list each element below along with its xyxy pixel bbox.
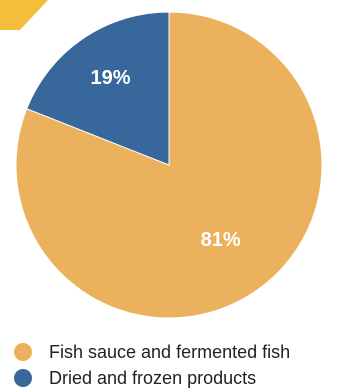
pie-chart: 81% 19% (15, 11, 323, 319)
legend-swatch-fish-sauce (14, 343, 32, 361)
pie-label-dried-frozen: 19% (91, 67, 131, 89)
pie-slices (15, 11, 323, 319)
legend-item-dried-frozen: Dried and frozen products (14, 365, 334, 391)
legend-label-dried-frozen: Dried and frozen products (49, 367, 257, 388)
pie-label-fish-sauce: 81% (201, 229, 241, 251)
legend-label-fish-sauce: Fish sauce and fermented fish (49, 341, 291, 362)
corner-accent-shape (0, 0, 48, 30)
legend-item-fish-sauce: Fish sauce and fermented fish (14, 339, 334, 365)
chart-legend: Fish sauce and fermented fish Dried and … (14, 339, 334, 391)
pie-slice-dried-frozen (26, 11, 170, 166)
legend-swatch-dried-frozen (14, 369, 32, 387)
pie-labels: 81% 19% (91, 67, 241, 251)
